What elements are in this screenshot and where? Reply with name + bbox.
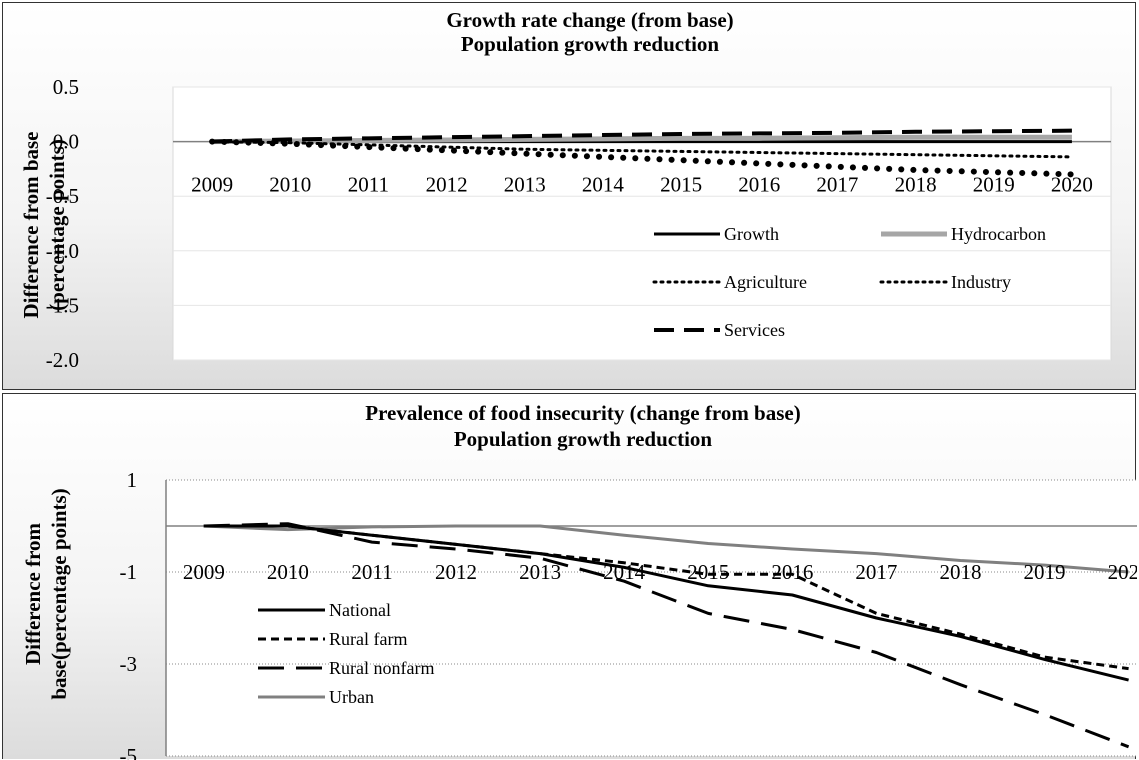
legend-label-growth: Growth [724, 224, 779, 244]
series-line-national [203, 524, 1129, 682]
x-tick-label: 2011 [348, 173, 389, 197]
y-tick-label: -1 [120, 560, 138, 584]
legend-label-rural-nonfarm: Rural nonfarm [329, 658, 434, 678]
legend-label-industry: Industry [951, 272, 1011, 292]
y-axis-label-line1: Difference from [21, 522, 45, 665]
series-line-rural-nonfarm [203, 522, 1130, 749]
x-tick-label: 2016 [771, 560, 813, 584]
x-tick-label: 2019 [1024, 560, 1066, 584]
series-line-services [212, 128, 1072, 144]
x-tick-label: 2009 [183, 560, 225, 584]
y-tick-label: -1.5 [46, 293, 79, 317]
x-tick-label: 2016 [738, 173, 780, 197]
legend-label-agriculture: Agriculture [724, 272, 807, 292]
x-tick-label: 2015 [687, 560, 729, 584]
x-tick-label: 2013 [519, 560, 561, 584]
x-tick-label: 2019 [973, 173, 1015, 197]
legend-label-services: Services [724, 320, 785, 340]
plot-area [172, 86, 1112, 361]
x-tick-label: 2013 [504, 173, 546, 197]
series-line-industry [209, 138, 1075, 178]
chart-subtitle: Population growth reduction [454, 427, 713, 451]
x-tick-label: 2020 [1051, 173, 1093, 197]
chart-title: Prevalence of food insecurity (change fr… [365, 401, 800, 425]
x-tick-label: 2014 [582, 173, 625, 197]
food-insecurity-chart: Prevalence of food insecurity (change fr… [21, 401, 1137, 760]
y-axis-label-line1: Difference from base [19, 132, 43, 319]
y-tick-label: 1 [127, 468, 138, 492]
y-tick-label: -1.0 [46, 239, 79, 263]
x-tick-label: 2011 [351, 560, 392, 584]
x-tick-label: 2015 [660, 173, 702, 197]
x-tick-label: 2010 [269, 173, 311, 197]
legend-label-hydrocarbon: Hydrocarbon [951, 224, 1046, 244]
chart-subtitle: Population growth reduction [461, 32, 720, 56]
x-tick-label: 2012 [426, 173, 468, 197]
y-tick-label: -0.5 [46, 184, 79, 208]
series-line-hydrocarbon [212, 134, 1072, 145]
x-tick-label: 2009 [191, 173, 233, 197]
y-tick-label: -3 [120, 652, 138, 676]
x-tick-label: 2017 [855, 560, 897, 584]
growth-rate-chart: Growth rate change (from base) Populatio… [19, 8, 1112, 372]
x-tick-label: 2017 [816, 173, 858, 197]
x-tick-label: 2020 [1108, 560, 1137, 584]
legend-label-rural-farm: Rural farm [329, 629, 407, 649]
x-tick-label: 2012 [435, 560, 477, 584]
series-line-urban [203, 524, 1129, 574]
x-tick-label: 2018 [939, 560, 981, 584]
x-tick-label: 2014 [603, 560, 646, 584]
chart-title: Growth rate change (from base) [446, 8, 733, 32]
y-axis-label-line2: (percentage points) [45, 139, 69, 311]
x-tick-label: 2010 [267, 560, 309, 584]
y-tick-label: 0.0 [53, 130, 79, 154]
y-tick-label: 0.5 [53, 75, 79, 99]
legend-label-national: National [329, 600, 391, 620]
y-axis-label-line2: base(percentage points) [47, 488, 71, 699]
plot-area [166, 480, 1137, 756]
y-tick-label: -2.0 [46, 348, 79, 372]
growth-rate-chart-panel: Growth rate change (from base) Populatio… [2, 2, 1136, 390]
series-line-rural-farm [203, 524, 1129, 671]
y-tick-label: -5 [120, 744, 138, 760]
food-insecurity-chart-panel: Prevalence of food insecurity (change fr… [2, 393, 1137, 760]
x-tick-label: 2018 [895, 173, 937, 197]
legend-label-urban: Urban [329, 687, 374, 707]
